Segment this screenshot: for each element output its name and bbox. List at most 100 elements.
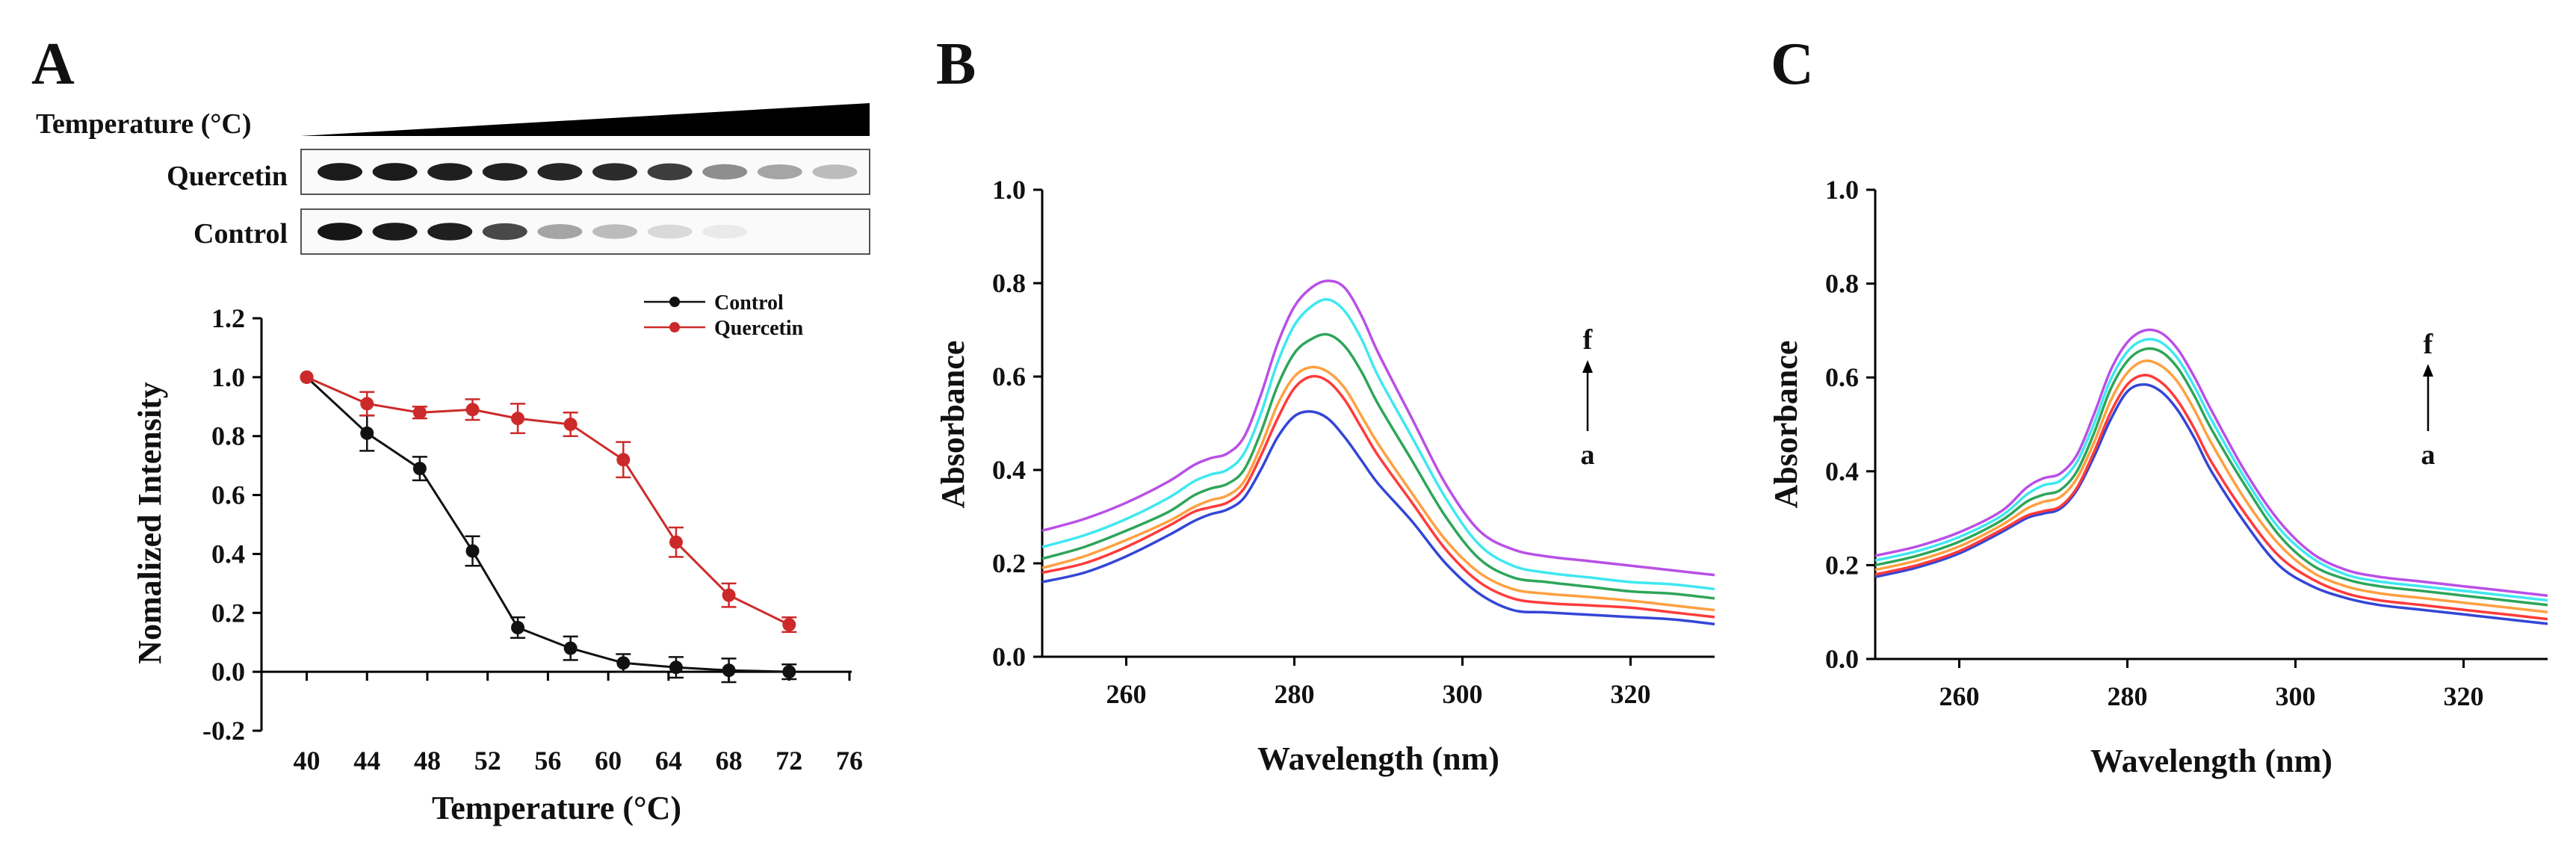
trend-arrow: f a — [2421, 329, 2436, 471]
x-tick-label: 260 — [1106, 679, 1147, 709]
spectrum-line-a — [1041, 410, 1715, 626]
blot-band — [592, 163, 637, 181]
y-tick-label: 0.6 — [1825, 362, 1859, 392]
blot-band — [812, 164, 858, 179]
y-tick-label: 0.8 — [1825, 269, 1859, 299]
y-tick-label: 0.4 — [211, 539, 245, 569]
x-tick-label: 280 — [2108, 681, 2148, 711]
blot-band — [427, 163, 473, 181]
x-axis-title: Wavelength (nm) — [2090, 743, 2332, 779]
blot-band — [592, 224, 637, 239]
panel-label-a: A — [31, 31, 75, 97]
spectrum-line-f — [1041, 279, 1715, 577]
data-point-control — [616, 656, 631, 670]
arrow-head — [1582, 360, 1593, 373]
blot-band — [757, 164, 802, 180]
series-line-control — [306, 376, 790, 673]
data-point-quercetin — [782, 618, 796, 632]
y-tick-label: 0.4 — [1825, 457, 1859, 486]
data-point-control — [511, 621, 525, 634]
spectrum-line-f — [1874, 328, 2548, 597]
x-tick-label: 64 — [655, 746, 682, 776]
y-tick-label: 0.2 — [992, 548, 1026, 578]
blot-band — [647, 224, 693, 239]
blot-band — [537, 163, 583, 181]
blot-row-label-control: Control — [193, 218, 288, 250]
data-point-quercetin — [511, 412, 525, 426]
x-tick-label: 56 — [534, 746, 561, 776]
y-axis-title: Nomalized Intensity — [131, 382, 168, 664]
x-axis-title: Temperature (°C) — [432, 790, 681, 826]
x-tick-label: 60 — [595, 746, 622, 776]
data-point-control — [465, 544, 480, 558]
legend-label-control: Control — [714, 291, 784, 315]
spectrum-line-b — [1041, 374, 1715, 619]
y-tick-label: 0.8 — [211, 421, 245, 451]
spectrum-line-a — [1874, 383, 2548, 625]
x-tick-label: 52 — [474, 746, 501, 776]
arrow-label-a: a — [2421, 439, 2436, 471]
x-tick-label: 72 — [775, 746, 802, 776]
x-tick-label: 76 — [836, 746, 863, 776]
y-tick-label: 0.2 — [1825, 550, 1859, 580]
series-line-quercetin — [306, 376, 790, 626]
blot-band — [702, 164, 748, 180]
spectrum-line-b — [1874, 374, 2548, 621]
legend-marker-quercetin — [669, 322, 680, 332]
y-tick-label: 1.2 — [211, 303, 245, 333]
x-tick-label: 48 — [414, 746, 441, 776]
x-tick-label: 320 — [2444, 681, 2484, 711]
spectrum-line-c — [1041, 365, 1715, 612]
legend: Control Quercetin — [644, 291, 804, 340]
arrow-label-f: f — [2424, 329, 2434, 360]
blot-band — [372, 163, 418, 181]
blot-band — [318, 223, 362, 241]
blot-band — [427, 223, 473, 241]
blot-row-label-quercetin: Quercetin — [167, 161, 288, 192]
data-point-quercetin — [563, 417, 578, 431]
temperature-gradient-wedge — [300, 103, 870, 136]
y-tick-label: 0.0 — [992, 642, 1026, 672]
data-point-quercetin — [465, 403, 480, 417]
y-tick-label: 0.2 — [211, 598, 245, 628]
arrow-head — [2423, 364, 2433, 377]
y-tick-label: 1.0 — [211, 362, 245, 392]
panel-a-line-chart: -0.2 0.0 0.2 0.4 0.6 0.8 1.0 1.2 40 44 48 52 56 60 64… — [131, 291, 863, 826]
panel-c-spectra-chart: 0.0 0.2 0.4 0.6 0.8 1.0 260 280 300 320 Absorban… — [1768, 175, 2548, 779]
spectrum-line-e — [1041, 298, 1715, 591]
x-tick-label: 300 — [2276, 681, 2316, 711]
x-tick-label: 300 — [1443, 679, 1483, 709]
data-point-quercetin — [616, 453, 631, 467]
blot-band — [537, 223, 583, 240]
spectrum-line-e — [1874, 338, 2548, 602]
spectrum-line-d — [1874, 347, 2548, 607]
y-axis-title: Absorbance — [1768, 341, 1804, 509]
legend-marker-control — [669, 297, 680, 307]
data-point-quercetin — [722, 588, 736, 602]
data-point-control — [563, 641, 578, 655]
blot-band — [647, 163, 693, 181]
data-point-control — [782, 665, 796, 679]
y-tick-label: 1.0 — [1825, 175, 1859, 205]
arrow-label-f: f — [1583, 324, 1594, 356]
y-tick-label: -0.2 — [202, 716, 245, 746]
x-tick-label: 260 — [1939, 681, 1980, 711]
arrow-label-a: a — [1581, 439, 1595, 471]
legend-label-quercetin: Quercetin — [714, 317, 804, 340]
y-tick-label: 0.8 — [992, 268, 1026, 298]
y-axis-title: Absorbance — [935, 341, 971, 509]
x-tick-label: 280 — [1275, 679, 1315, 709]
y-tick-label: 0.6 — [211, 480, 245, 510]
panel-label-b: B — [936, 31, 976, 97]
trend-arrow: f a — [1581, 324, 1595, 471]
blot-band — [482, 223, 527, 241]
panel-b-spectra-chart: 0.0 0.2 0.4 0.6 0.8 1.0 260 280 300 320 Absorban… — [935, 175, 1715, 777]
data-point-quercetin — [300, 370, 314, 384]
y-tick-label: 1.0 — [992, 175, 1026, 205]
x-tick-label: 68 — [716, 746, 743, 776]
panel-label-c: C — [1771, 31, 1814, 97]
data-point-control — [722, 663, 736, 678]
y-tick-label: 0.4 — [992, 455, 1026, 485]
data-point-control — [412, 462, 427, 476]
